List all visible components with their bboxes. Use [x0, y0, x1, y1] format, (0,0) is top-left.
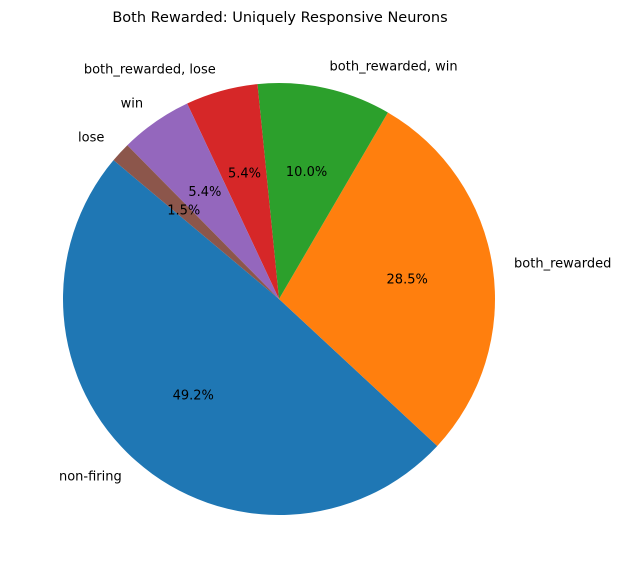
pie-labels: non-firing 49.2% both_rewarded 28.5% both_re… [59, 59, 611, 484]
chart-title: Both Rewarded: Uniquely Responsive Neuro… [112, 10, 447, 26]
pie-slices [63, 82, 496, 515]
slice-percent-both-rewarded-lose: 5.4% [228, 167, 261, 182]
slice-label-win: win [121, 97, 143, 112]
slice-label-lose: lose [78, 130, 104, 145]
slice-percent-both-rewarded: 28.5% [387, 273, 428, 288]
slice-label-both-rewarded-lose: both_rewarded, lose [84, 62, 216, 77]
slice-label-non-firing: non-firing [59, 470, 122, 485]
slice-percent-both-rewarded-win: 10.0% [286, 165, 327, 180]
pie-slice-both-rewarded [279, 112, 496, 446]
slice-percent-win: 5.4% [188, 185, 221, 200]
pie-slice-both-rewarded-win [257, 82, 388, 299]
slice-label-both-rewarded: both_rewarded [514, 257, 611, 272]
pie-slice-non-firing [63, 160, 438, 515]
slice-label-both-rewarded-win: both_rewarded, win [330, 59, 458, 74]
slice-percent-lose: 1.5% [167, 204, 200, 219]
slice-percent-non-firing: 49.2% [173, 389, 214, 404]
pie-slice-win [127, 103, 280, 299]
pie-slice-both-rewarded-lose [187, 84, 279, 299]
pie-slice-lose [113, 145, 280, 299]
